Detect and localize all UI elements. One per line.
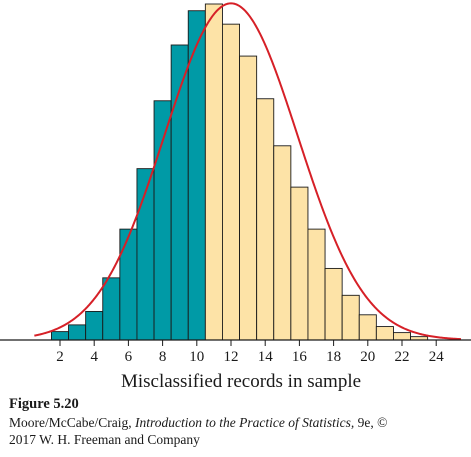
histogram-bar-15: [273, 145, 292, 341]
credit-authors: Moore/McCabe/Craig,: [9, 415, 135, 430]
histogram-bar-11: [204, 3, 223, 341]
credit-edition: 9e, ©: [354, 415, 388, 430]
histogram-bar-8: [153, 100, 172, 341]
x-axis-ticks: 2 4 6 8 10 12 14 16 18 20 22 24: [56, 340, 444, 365]
histogram-bar-4: [85, 310, 104, 341]
histogram-bar-5: [102, 277, 121, 341]
histogram-bars: [51, 3, 429, 341]
x-axis-title: Misclassified records in sample: [121, 371, 361, 392]
x-tick-label-20: 20: [360, 349, 375, 365]
histogram-bar-21: [375, 326, 394, 341]
figure-label: Figure 5.20: [9, 396, 79, 412]
histogram-chart: 2 4 6 8 10 12 14 16 18 20 22 24 Misclassified recor…: [0, 2, 471, 392]
x-tick-label-18: 18: [326, 349, 341, 365]
histogram-bar-3: [68, 324, 87, 341]
credit-book-title: Introduction to the Practice of Statisti…: [134, 415, 355, 430]
figure-credit: Moore/McCabe/Craig, Introduction to the …: [9, 414, 469, 448]
x-tick-label-16: 16: [292, 349, 308, 365]
x-tick-label-10: 10: [189, 349, 204, 365]
x-tick-label-12: 12: [224, 349, 239, 365]
histogram-bar-14: [256, 98, 275, 341]
histogram-bar-13: [239, 55, 258, 341]
histogram-bar-6: [119, 228, 138, 341]
x-tick-label-22: 22: [395, 349, 410, 365]
x-tick-label-8: 8: [159, 349, 167, 365]
histogram-bar-19: [341, 294, 360, 341]
histogram-bar-12: [221, 23, 240, 341]
x-tick-label-24: 24: [429, 349, 445, 365]
histogram-bar-17: [307, 228, 326, 341]
histogram-bar-22: [393, 332, 412, 341]
histogram-bar-20: [358, 314, 377, 341]
normal-approximation-curve: [34, 2, 462, 341]
histogram-bar-2: [51, 331, 70, 341]
credit-publisher: 2017 W. H. Freeman and Company: [9, 432, 200, 447]
histogram-bar-16: [290, 186, 309, 341]
x-tick-label-14: 14: [258, 349, 274, 365]
x-tick-label-4: 4: [90, 349, 98, 365]
histogram-bar-18: [324, 267, 343, 341]
x-tick-label-6: 6: [125, 349, 133, 365]
x-tick-label-2: 2: [56, 349, 64, 365]
